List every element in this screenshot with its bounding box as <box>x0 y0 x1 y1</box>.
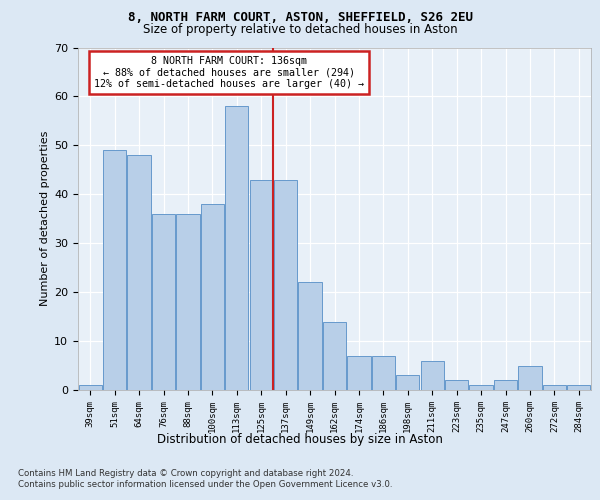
Bar <box>372 356 395 390</box>
Bar <box>323 322 346 390</box>
Bar <box>201 204 224 390</box>
Bar <box>543 385 566 390</box>
Bar <box>127 155 151 390</box>
Bar <box>518 366 542 390</box>
Bar <box>469 385 493 390</box>
Bar <box>298 282 322 390</box>
Bar <box>396 376 419 390</box>
Bar <box>567 385 590 390</box>
Bar <box>79 385 102 390</box>
Text: Size of property relative to detached houses in Aston: Size of property relative to detached ho… <box>143 22 457 36</box>
Text: 8 NORTH FARM COURT: 136sqm
← 88% of detached houses are smaller (294)
12% of sem: 8 NORTH FARM COURT: 136sqm ← 88% of deta… <box>94 56 364 90</box>
Bar <box>103 150 126 390</box>
Bar <box>152 214 175 390</box>
Text: Contains HM Land Registry data © Crown copyright and database right 2024.: Contains HM Land Registry data © Crown c… <box>18 469 353 478</box>
Bar <box>250 180 273 390</box>
Text: Distribution of detached houses by size in Aston: Distribution of detached houses by size … <box>157 432 443 446</box>
Bar <box>274 180 297 390</box>
Bar <box>225 106 248 390</box>
Bar <box>347 356 371 390</box>
Bar <box>445 380 468 390</box>
Text: Contains public sector information licensed under the Open Government Licence v3: Contains public sector information licen… <box>18 480 392 489</box>
Y-axis label: Number of detached properties: Number of detached properties <box>40 131 50 306</box>
Bar <box>494 380 517 390</box>
Bar <box>421 360 444 390</box>
Bar <box>176 214 200 390</box>
Text: 8, NORTH FARM COURT, ASTON, SHEFFIELD, S26 2EU: 8, NORTH FARM COURT, ASTON, SHEFFIELD, S… <box>128 11 473 24</box>
